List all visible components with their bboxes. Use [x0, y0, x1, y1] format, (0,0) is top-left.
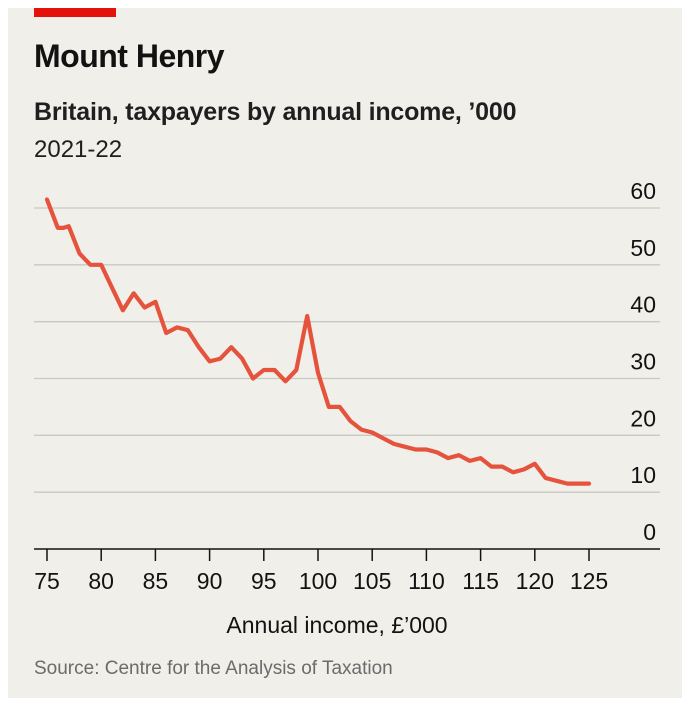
data-point-0-51	[577, 482, 579, 484]
series-line-0	[44, 197, 592, 486]
data-point-0-35	[404, 446, 406, 448]
x-tick-label-125: 125	[570, 568, 608, 594]
data-point-0-52	[588, 482, 590, 484]
data-point-0-37	[425, 448, 427, 450]
data-point-0-43	[490, 465, 492, 467]
data-point-0-34	[393, 443, 395, 445]
data-point-0-49	[555, 480, 557, 482]
data-point-0-46	[523, 468, 525, 470]
chart-period: 2021-22	[34, 136, 123, 163]
data-point-0-30	[349, 420, 351, 422]
data-point-0-17	[208, 360, 210, 362]
x-tick-label-95: 95	[251, 568, 277, 594]
data-point-0-3	[62, 227, 64, 229]
data-point-0-7	[100, 264, 102, 266]
data-point-0-48	[544, 477, 546, 479]
data-point-0-27	[317, 372, 319, 374]
x-tick-label-115: 115	[462, 568, 499, 594]
x-tick-label-85: 85	[143, 568, 169, 594]
brand-red-tag	[34, 8, 116, 17]
data-point-0-15	[187, 329, 189, 331]
chart-panel: Mount Henry Britain, taxpayers by annual…	[8, 8, 682, 698]
data-point-0-40	[458, 454, 460, 456]
data-point-0-2	[57, 227, 59, 229]
data-point-0-12	[154, 301, 156, 303]
data-point-0-47	[534, 463, 536, 465]
data-point-0-39	[447, 457, 449, 459]
data-point-0-33	[382, 437, 384, 439]
grid-lines	[34, 207, 660, 493]
line-chart: 0 10 20 30 40 50 60 75 80 85 90 95 100 105 110 115 120 1…	[34, 178, 660, 594]
y-tick-label-10: 10	[630, 462, 656, 488]
data-point-0-14	[176, 326, 178, 328]
x-tick-label-100: 100	[299, 568, 337, 594]
x-axis-label-row: Annual income, £’000	[8, 612, 682, 639]
data-point-0-1	[51, 213, 53, 215]
y-tick-label-30: 30	[630, 349, 656, 375]
y-tick-label-40: 40	[630, 292, 656, 318]
data-point-0-20	[241, 357, 243, 359]
y-tick-label-0: 0	[643, 519, 656, 545]
data-point-0-36	[414, 448, 416, 450]
x-axis	[34, 548, 660, 561]
data-point-0-11	[143, 306, 145, 308]
y-tick-labels: 0 10 20 30 40 50 60	[630, 178, 656, 545]
data-point-0-21	[252, 377, 254, 379]
data-point-0-38	[436, 451, 438, 453]
data-point-0-19	[230, 346, 232, 348]
data-point-0-22	[263, 369, 265, 371]
x-tick-labels: 75 80 85 90 95 100 105 110 115 120 125	[34, 568, 608, 594]
x-tick-label-75: 75	[34, 568, 60, 594]
source-note: Source: Centre for the Analysis of Taxat…	[34, 658, 393, 679]
data-point-0-24	[284, 380, 286, 382]
data-point-0-42	[479, 457, 481, 459]
y-tick-label-20: 20	[630, 405, 656, 431]
data-point-0-31	[360, 428, 362, 430]
data-point-0-23	[273, 369, 275, 371]
data-point-0-5	[78, 252, 80, 254]
data-point-0-13	[165, 332, 167, 334]
chart-subtitle: Britain, taxpayers by annual income, ’00…	[34, 98, 517, 126]
data-point-0-4	[68, 225, 70, 227]
x-tick-label-120: 120	[516, 568, 554, 594]
chart-title: Mount Henry	[34, 38, 225, 74]
data-point-0-6	[89, 264, 91, 266]
data-point-0-9	[122, 309, 124, 311]
data-point-0-26	[306, 315, 308, 317]
data-point-0-25	[295, 369, 297, 371]
series-layer	[44, 197, 592, 486]
data-point-0-50	[566, 482, 568, 484]
x-tick-label-110: 110	[408, 568, 445, 594]
x-axis-label: Annual income, £’000	[226, 612, 448, 638]
data-point-0-10	[133, 292, 135, 294]
x-tick-label-105: 105	[353, 568, 391, 594]
data-point-0-18	[219, 357, 221, 359]
y-tick-label-60: 60	[630, 178, 656, 204]
data-point-0-44	[501, 465, 503, 467]
x-tick-label-80: 80	[88, 568, 114, 594]
data-point-0-29	[339, 406, 341, 408]
x-tick-label-90: 90	[197, 568, 223, 594]
data-point-0-0	[46, 198, 48, 200]
data-point-0-32	[371, 431, 373, 433]
data-point-0-45	[512, 471, 514, 473]
data-point-0-41	[469, 460, 471, 462]
y-tick-label-50: 50	[630, 235, 656, 261]
data-point-0-8	[111, 286, 113, 288]
data-point-0-28	[328, 406, 330, 408]
data-point-0-16	[198, 346, 200, 348]
